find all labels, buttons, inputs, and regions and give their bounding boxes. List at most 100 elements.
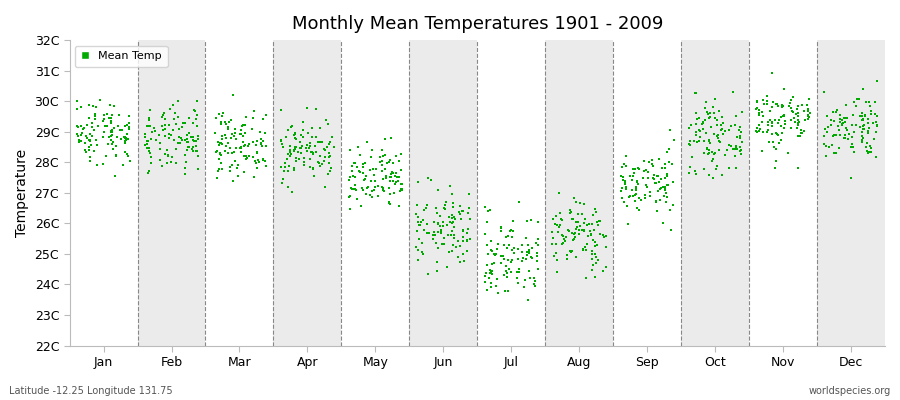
Point xyxy=(749,128,763,134)
Point xyxy=(223,163,238,170)
Point xyxy=(650,208,664,214)
Point xyxy=(431,186,446,193)
Point xyxy=(384,169,399,175)
Point xyxy=(296,134,310,140)
Point xyxy=(588,206,602,212)
Point xyxy=(208,129,222,136)
Point xyxy=(703,140,717,146)
Point xyxy=(212,151,227,158)
Point xyxy=(521,296,535,303)
Point xyxy=(702,138,716,144)
Point xyxy=(554,216,568,222)
Point xyxy=(632,166,646,172)
Point xyxy=(568,234,582,240)
Point xyxy=(481,208,495,214)
Point xyxy=(784,125,798,132)
Point xyxy=(118,135,132,142)
Point xyxy=(434,228,448,234)
Point xyxy=(651,188,665,194)
Point xyxy=(284,123,299,129)
Point xyxy=(509,269,524,276)
Point xyxy=(281,168,295,174)
Point xyxy=(234,131,248,137)
Point xyxy=(849,103,863,109)
Point xyxy=(562,206,577,213)
Point xyxy=(374,158,389,164)
Point xyxy=(456,227,471,233)
Point xyxy=(120,151,134,157)
Point xyxy=(654,165,669,172)
Point xyxy=(775,102,789,108)
Point xyxy=(777,112,791,118)
Point xyxy=(448,216,463,222)
Point xyxy=(850,96,864,102)
Point xyxy=(233,130,248,137)
Point xyxy=(249,142,264,148)
Point xyxy=(375,153,390,160)
Point xyxy=(279,156,293,163)
Point xyxy=(817,89,832,96)
Point xyxy=(346,160,361,166)
Point xyxy=(437,241,452,247)
Point xyxy=(660,171,674,177)
Point xyxy=(152,132,166,138)
Point xyxy=(236,122,250,128)
Point xyxy=(515,242,529,248)
Point xyxy=(868,99,883,106)
Point xyxy=(435,240,449,247)
Point xyxy=(446,218,460,225)
Point xyxy=(706,174,720,181)
Point xyxy=(764,119,778,125)
Point xyxy=(615,185,629,191)
Point xyxy=(212,139,226,145)
Point xyxy=(638,182,652,188)
Point xyxy=(79,132,94,139)
Point xyxy=(182,130,196,137)
Point xyxy=(296,118,310,125)
Point xyxy=(98,123,112,129)
Point xyxy=(734,109,749,116)
Point xyxy=(82,136,96,143)
Point xyxy=(856,116,870,122)
Point xyxy=(499,268,513,274)
Point xyxy=(790,106,805,112)
Point xyxy=(213,160,228,166)
Point xyxy=(365,194,380,201)
Point xyxy=(420,230,435,236)
Point xyxy=(176,124,190,130)
Point xyxy=(233,144,248,151)
Point xyxy=(767,143,781,150)
Point xyxy=(410,257,425,264)
Point xyxy=(629,184,643,190)
Point xyxy=(857,126,871,132)
Point xyxy=(70,98,85,104)
Point xyxy=(238,122,252,128)
Point xyxy=(304,149,319,155)
Point xyxy=(801,112,815,118)
Point xyxy=(705,158,719,164)
Point xyxy=(840,125,854,132)
Point xyxy=(643,188,657,195)
Point xyxy=(289,155,303,161)
Point xyxy=(98,152,112,159)
Point xyxy=(752,110,766,116)
Point xyxy=(153,157,167,164)
Point xyxy=(312,159,327,166)
Point xyxy=(791,116,806,123)
Point xyxy=(213,119,228,126)
Point xyxy=(142,145,157,152)
Point xyxy=(626,173,640,180)
Point xyxy=(325,134,339,140)
Point xyxy=(348,174,363,180)
Point xyxy=(629,191,643,198)
Point xyxy=(490,276,504,282)
Point xyxy=(412,236,427,242)
Point xyxy=(645,175,660,181)
Point xyxy=(784,104,798,111)
Point xyxy=(797,128,812,134)
Point xyxy=(143,150,157,156)
Point xyxy=(96,112,111,119)
Point xyxy=(638,191,652,198)
Point xyxy=(119,136,133,143)
Point xyxy=(628,166,643,172)
